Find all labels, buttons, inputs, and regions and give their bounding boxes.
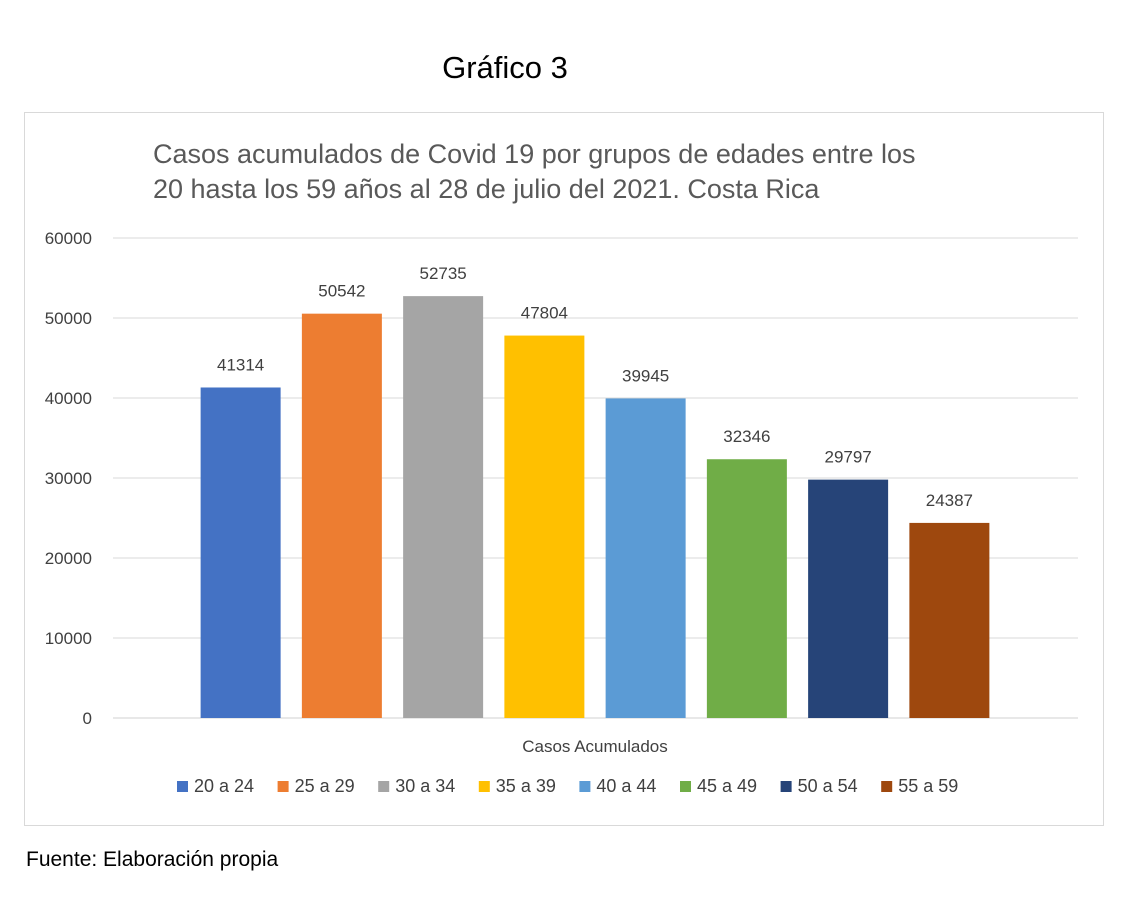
legend-swatch bbox=[378, 781, 390, 792]
legend-label: 25 a 29 bbox=[295, 776, 355, 796]
x-axis-label: Casos Acumulados bbox=[522, 737, 668, 756]
legend-swatch bbox=[478, 781, 490, 792]
bar-45-a-49 bbox=[706, 459, 787, 718]
bars bbox=[200, 296, 990, 718]
legend-swatch bbox=[881, 781, 893, 792]
bar-30-a-34 bbox=[403, 296, 484, 718]
legend-label: 55 a 59 bbox=[898, 776, 958, 796]
page-heading: Gráfico 3 bbox=[442, 50, 568, 85]
data-label: 24387 bbox=[926, 491, 973, 510]
y-tick-label: 50000 bbox=[45, 309, 92, 328]
data-label: 32346 bbox=[723, 427, 770, 446]
y-tick-label: 10000 bbox=[45, 629, 92, 648]
chart-title-line: Casos acumulados de Covid 19 por grupos … bbox=[153, 139, 915, 169]
legend-swatch bbox=[780, 781, 792, 792]
bar-40-a-44 bbox=[605, 398, 686, 718]
data-label: 52735 bbox=[419, 264, 466, 283]
legend-swatch bbox=[579, 781, 591, 792]
bar-25-a-29 bbox=[301, 313, 382, 718]
data-label: 50542 bbox=[318, 282, 365, 301]
legend-swatch bbox=[277, 781, 289, 792]
chart-title-line: 20 hasta los 59 años al 28 de julio del … bbox=[153, 174, 820, 204]
y-tick-label: 0 bbox=[83, 709, 92, 728]
bar-55-a-59 bbox=[909, 522, 990, 718]
data-labels: 41314 50542 52735 47804 39945 32346 29797 24387 bbox=[217, 264, 973, 510]
source-note: Fuente: Elaboración propia bbox=[26, 848, 279, 871]
legend-label: 45 a 49 bbox=[697, 776, 757, 796]
chart-title: Casos acumulados de Covid 19 por grupos … bbox=[153, 139, 915, 204]
bar-chart: Casos acumulados de Covid 19 por grupos … bbox=[45, 139, 1078, 796]
y-tick-label: 40000 bbox=[45, 389, 92, 408]
legend-label: 40 a 44 bbox=[596, 776, 656, 796]
bar-35-a-39 bbox=[504, 335, 585, 718]
legend-swatch bbox=[177, 781, 188, 792]
legend-swatch bbox=[680, 781, 691, 792]
data-label: 41314 bbox=[217, 355, 264, 374]
chart-frame: Casos acumulados de Covid 19 por grupos … bbox=[24, 112, 1104, 826]
y-axis-ticks: 0 10000 20000 30000 40000 50000 60000 bbox=[45, 229, 92, 728]
y-tick-label: 60000 bbox=[45, 229, 92, 248]
data-label: 39945 bbox=[622, 366, 669, 385]
y-tick-label: 20000 bbox=[45, 549, 92, 568]
legend-label: 35 a 39 bbox=[496, 776, 556, 796]
legend-label: 20 a 24 bbox=[194, 776, 254, 796]
bar-20-a-24 bbox=[200, 387, 281, 718]
bar-50-a-54 bbox=[808, 479, 889, 718]
data-label: 29797 bbox=[824, 448, 871, 467]
legend-label: 50 a 54 bbox=[798, 776, 858, 796]
legend: 20 a 24 25 a 29 30 a 34 35 a 39 40 a 44 45 a … bbox=[177, 776, 958, 796]
y-tick-label: 30000 bbox=[45, 469, 92, 488]
data-label: 47804 bbox=[521, 304, 568, 323]
legend-label: 30 a 34 bbox=[395, 776, 455, 796]
